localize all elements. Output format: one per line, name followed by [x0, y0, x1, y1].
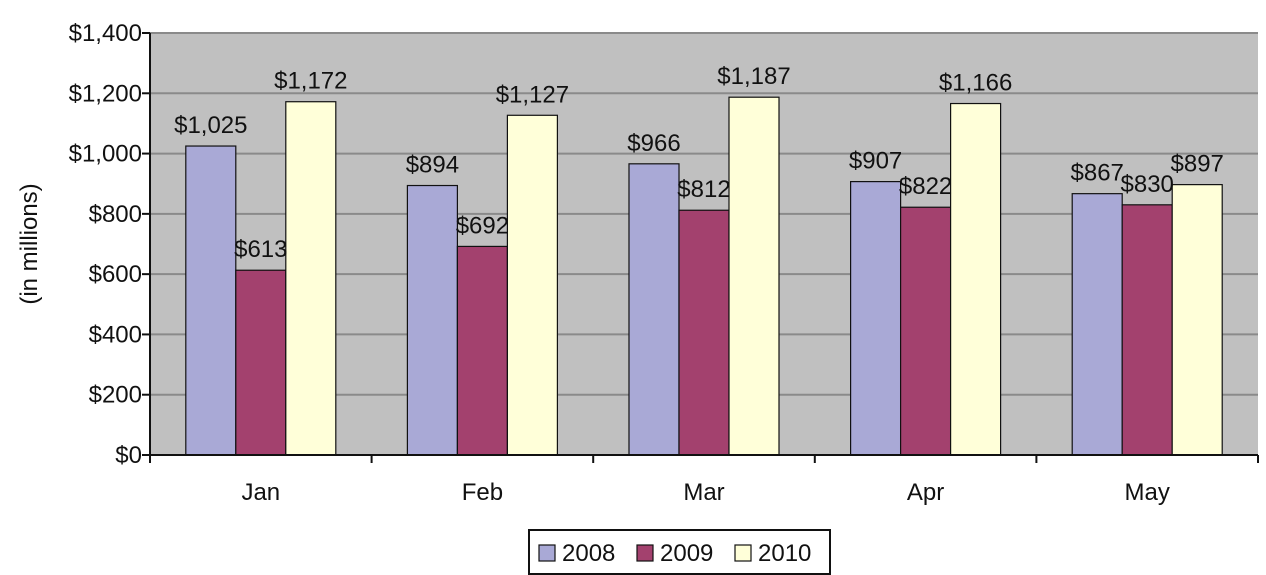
y-tick-label: $800 [89, 201, 142, 228]
data-label-2010-jan: $1,172 [274, 68, 347, 95]
data-label-2008-feb: $894 [406, 152, 459, 179]
data-label-2008-may: $867 [1071, 160, 1124, 187]
x-tick-label-feb: Feb [462, 479, 503, 506]
y-tick-label: $0 [115, 442, 142, 469]
data-label-2008-mar: $966 [627, 130, 680, 157]
bar-2009-apr [899, 206, 952, 456]
y-tick-label: $200 [89, 382, 142, 409]
bar-2008-apr [849, 181, 902, 456]
legend-label-2009: 2009 [660, 540, 713, 567]
axes [149, 33, 1258, 456]
data-label-2009-may: $830 [1121, 171, 1174, 198]
data-label-2009-jan: $613 [234, 236, 287, 263]
data-label-2010-mar: $1,187 [717, 63, 790, 90]
bar-2010-jan [285, 101, 337, 456]
y-tick-label: $1,400 [69, 20, 142, 47]
bar-2008-mar [628, 163, 680, 456]
legend-box [528, 529, 831, 575]
ticks: $0 $200 $400 $600 $800 $1,000 $1,200 $1,400 Jan F… [69, 20, 1259, 506]
axis-titles: (in millions) [16, 183, 43, 304]
data-label-2010-feb: $1,127 [496, 81, 569, 108]
x-tick-label-mar: Mar [683, 479, 724, 506]
bar-2009-may [1121, 204, 1173, 456]
data-label-2009-mar: $812 [677, 176, 730, 203]
data-label-2009-apr: $822 [899, 173, 952, 200]
y-tick-label: $1,200 [69, 80, 142, 107]
y-tick-label: $1,000 [69, 141, 142, 168]
x-tick-label-may: May [1125, 479, 1170, 506]
bar-2008-may [1071, 193, 1123, 456]
y-axis-title: (in millions) [16, 183, 43, 304]
y-tick-label: $400 [89, 321, 142, 348]
y-tick-label: $600 [89, 261, 142, 288]
x-tick-label-apr: Apr [907, 479, 944, 506]
legend: 2008 2009 2010 [528, 529, 831, 575]
bar-2009-jan [235, 269, 287, 456]
legend-label-2010: 2010 [758, 540, 811, 567]
bar-2008-jan [185, 145, 237, 456]
legend-swatch-2008 [538, 544, 556, 562]
legend-swatch-2009 [636, 544, 654, 562]
data-label-2008-apr: $907 [849, 148, 902, 175]
legend-label-2008: 2008 [562, 540, 615, 567]
data-label-2008-jan: $1,025 [174, 112, 247, 139]
legend-swatch-2010 [734, 544, 752, 562]
bar-2010-may [1171, 184, 1223, 456]
data-labels: $1,025 $613 $1,172 $894 $692 $1,127 $966 $812 $1… [174, 63, 1224, 263]
data-label-2009-feb: $692 [456, 212, 509, 239]
bar-2009-feb [456, 245, 508, 456]
bar-2010-feb [506, 114, 558, 456]
data-label-2010-apr: $1,166 [939, 70, 1012, 97]
data-label-2010-may: $897 [1171, 151, 1224, 178]
x-tick-label-jan: Jan [241, 479, 280, 506]
bar-2009-mar [678, 209, 730, 456]
bar-2010-mar [728, 96, 780, 456]
bar-2010-apr [949, 102, 1002, 456]
bar-2008-feb [406, 184, 458, 456]
